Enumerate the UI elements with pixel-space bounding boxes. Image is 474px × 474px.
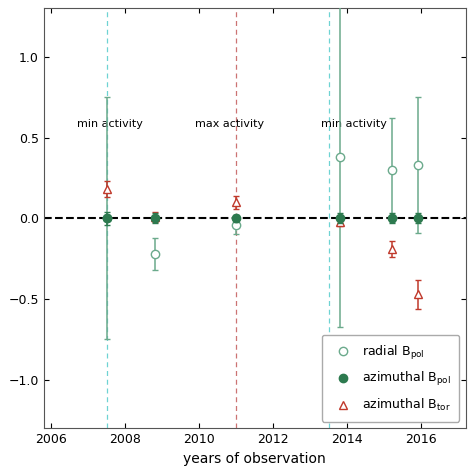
Text: min activity: min activity — [77, 119, 143, 129]
Text: max activity: max activity — [195, 119, 264, 129]
X-axis label: years of observation: years of observation — [183, 452, 326, 465]
Text: min activity: min activity — [321, 119, 387, 129]
Legend: radial B$_{\mathrm{pol}}$, azimuthal B$_{\mathrm{pol}}$, azimuthal B$_{\mathrm{t: radial B$_{\mathrm{pol}}$, azimuthal B$_… — [322, 335, 459, 422]
